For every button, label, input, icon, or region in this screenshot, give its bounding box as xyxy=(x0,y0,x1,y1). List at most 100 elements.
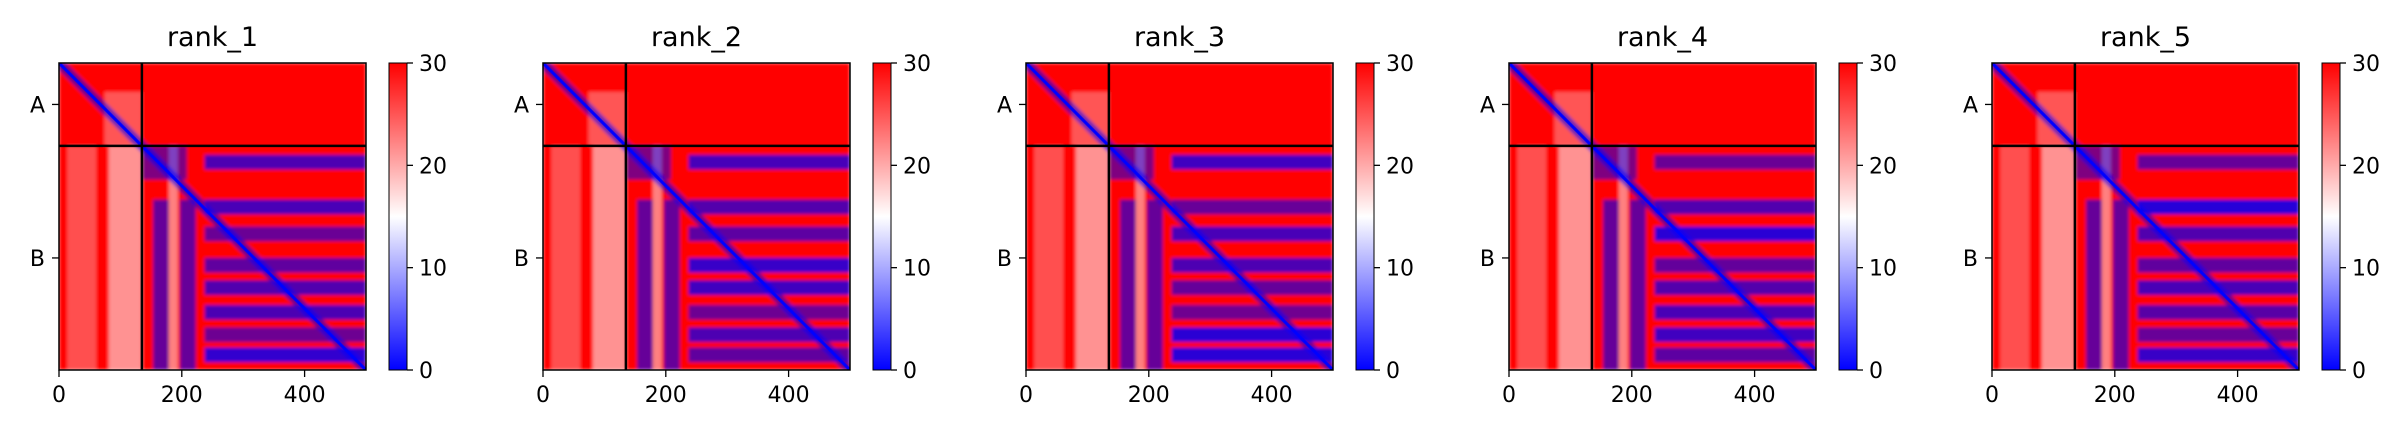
pae-stripe xyxy=(688,347,850,363)
colorbar: 0 10 20 30 xyxy=(1355,52,1414,384)
pae-stripe xyxy=(1171,226,1333,242)
y-tick-label: B xyxy=(1480,247,1495,272)
pae-column xyxy=(2112,199,2129,370)
x-tick-label: 0 xyxy=(1019,383,1033,408)
colorbar-gradient xyxy=(1838,62,1858,371)
colorbar-tick-label: 10 xyxy=(1869,257,1897,282)
colorbar-tick-label: 20 xyxy=(1869,154,1897,179)
inter-chain-light xyxy=(1517,145,1547,370)
inter-chain-light xyxy=(2041,145,2075,370)
inter-chain-light xyxy=(2000,145,2030,370)
colorbar-tick-label: 10 xyxy=(2352,257,2380,282)
y-tick-label: B xyxy=(30,247,45,272)
panel-title: rank_3 xyxy=(1134,22,1225,53)
pae-stripe xyxy=(1654,305,1816,320)
x-tick-label: 400 xyxy=(2217,383,2259,408)
pae-stripe xyxy=(688,226,850,242)
axes-frame xyxy=(1508,62,1817,371)
x-tick-label: 200 xyxy=(2094,383,2136,408)
pae-stripe xyxy=(2137,154,2299,170)
axes-frame xyxy=(542,62,851,371)
pae-stripe xyxy=(1654,199,1816,215)
inter-chain-light xyxy=(1558,145,1592,370)
pae-stripe xyxy=(1171,257,1333,273)
pae-stripe xyxy=(204,347,366,363)
pae-column xyxy=(1135,145,1145,370)
axes-frame xyxy=(1991,62,2300,371)
pae-stripe xyxy=(1654,226,1816,242)
colorbar-tick-label: 20 xyxy=(419,154,447,179)
colorbar-tick-label: 0 xyxy=(1869,359,1883,384)
panel-title: rank_1 xyxy=(167,22,258,53)
colorbar-tick-label: 30 xyxy=(2352,52,2380,77)
pae-column xyxy=(179,199,196,370)
x-tick-label: 200 xyxy=(645,383,687,408)
colorbar-gradient xyxy=(2321,62,2341,371)
pae-stripe xyxy=(688,154,850,170)
y-tick-label: A xyxy=(1480,93,1495,118)
pae-column xyxy=(663,199,680,370)
pae-stripe xyxy=(204,257,366,273)
panel-rank_1: rank_1 A B 0 200 400 0 10 20 30 xyxy=(30,22,447,408)
pae-column xyxy=(2101,145,2111,370)
diagonal-line xyxy=(1026,63,1333,370)
colorbar-tick-label: 30 xyxy=(1386,52,1414,77)
inter-chain-light xyxy=(1075,145,1109,370)
colorbar-tick-label: 10 xyxy=(903,257,931,282)
pae-stripe xyxy=(204,199,366,215)
y-tick-label: A xyxy=(30,93,45,118)
x-tick-label: 400 xyxy=(1251,383,1293,408)
panel-title: rank_2 xyxy=(651,22,742,53)
pae-column xyxy=(652,145,662,370)
colorbar-tick-label: 20 xyxy=(903,154,931,179)
pae-stripe xyxy=(204,305,366,320)
inter-chain-light xyxy=(67,145,97,370)
y-tick-label: A xyxy=(997,93,1012,118)
pae-stripe xyxy=(204,226,366,242)
colorbar-gradient xyxy=(388,62,408,371)
y-tick-label: B xyxy=(997,247,1012,272)
pae-stripe xyxy=(2137,347,2299,363)
colorbar-tick-label: 30 xyxy=(1869,52,1897,77)
panel-title: rank_5 xyxy=(2100,22,2191,53)
colorbar: 0 10 20 30 xyxy=(2321,52,2380,384)
x-tick-label: 200 xyxy=(1611,383,1653,408)
pae-stripe xyxy=(2137,226,2299,242)
colorbar-tick-label: 10 xyxy=(419,257,447,282)
inter-chain-light xyxy=(108,145,142,370)
pae-stripe xyxy=(1654,257,1816,273)
pae-stripe xyxy=(688,257,850,273)
heatmap xyxy=(1992,63,2299,370)
y-tick-label: A xyxy=(1963,93,1978,118)
x-tick-label: 400 xyxy=(768,383,810,408)
colorbar-gradient xyxy=(872,62,892,371)
pae-stripe xyxy=(688,199,850,215)
colorbar-tick-label: 30 xyxy=(419,52,447,77)
colorbar: 0 10 20 30 xyxy=(1838,52,1897,384)
pae-column xyxy=(153,199,169,370)
diagonal-line xyxy=(1509,63,1816,370)
heatmap xyxy=(59,63,366,370)
pae-column xyxy=(1120,199,1136,370)
pae-column xyxy=(637,199,653,370)
colorbar-tick-label: 0 xyxy=(1386,359,1400,384)
pae-stripe xyxy=(1654,347,1816,363)
panel-rank_2: rank_2 A B 0 200 400 0 10 20 30 xyxy=(514,22,931,408)
pae-stripe xyxy=(2137,305,2299,320)
heatmap xyxy=(543,63,850,370)
panel-rank_3: rank_3 A B 0 200 400 0 10 20 30 xyxy=(997,22,1414,408)
pae-column xyxy=(1146,199,1163,370)
pae-column xyxy=(1618,145,1628,370)
y-tick-label: A xyxy=(514,93,529,118)
diagonal-line xyxy=(59,63,366,370)
colorbar-tick-label: 10 xyxy=(1386,257,1414,282)
colorbar-tick-label: 0 xyxy=(2352,359,2366,384)
colorbar-gradient xyxy=(1355,62,1375,371)
x-tick-label: 0 xyxy=(1985,383,1999,408)
colorbar-tick-label: 0 xyxy=(903,359,917,384)
diagonal-line xyxy=(1992,63,2299,370)
x-tick-label: 0 xyxy=(52,383,66,408)
panel-rank_5: rank_5 A B 0 200 400 0 10 20 30 xyxy=(1963,22,2380,408)
